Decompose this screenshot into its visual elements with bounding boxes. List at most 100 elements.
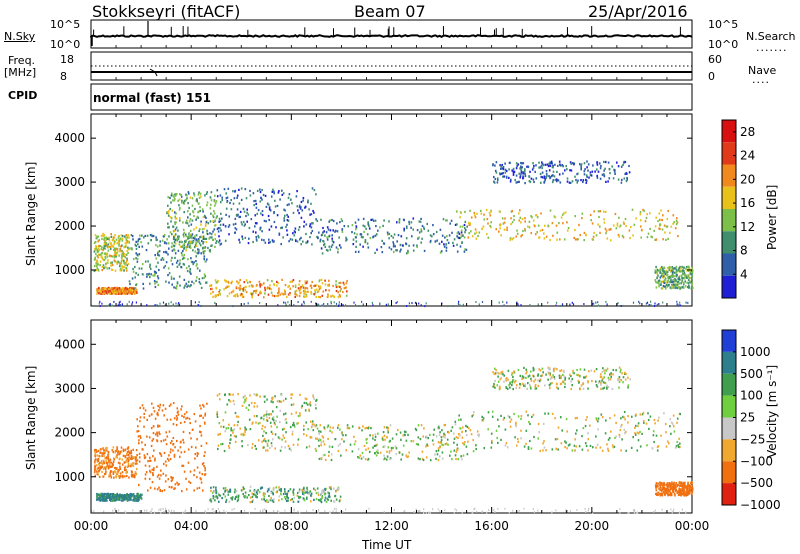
echo-cell-1: [270, 413, 272, 416]
echo-cell-1: [96, 496, 98, 499]
echo-cell-0: [309, 223, 312, 226]
echo-cell-1: [607, 385, 610, 389]
echo-cell-0: [238, 202, 241, 205]
echo-cell-1: [119, 452, 121, 455]
echo-cell-0: [195, 218, 197, 221]
echo-cell-0: [232, 202, 235, 205]
echo-cell-0: [240, 187, 243, 190]
echo-cell-0: [200, 223, 202, 226]
echo-cell-0: [183, 235, 185, 238]
echo-cell-0: [399, 243, 402, 247]
echo-cell-0: [323, 230, 325, 233]
echo-cell-0: [195, 234, 198, 237]
echo-cell-0: [582, 179, 585, 182]
echo-cell-0: [287, 219, 290, 222]
echo-cell-1: [454, 423, 457, 426]
nsky-trace: [90, 34, 693, 38]
echo-cell-1: [242, 486, 245, 489]
echo-cell-1: [608, 437, 611, 440]
echo-cell-1: [165, 443, 168, 446]
echo-cell-0: [631, 208, 634, 211]
echo-cell-0: [584, 168, 586, 171]
echo-cell-1: [503, 416, 506, 419]
echo-cell-1: [305, 446, 308, 449]
echo-cell-0: [156, 304, 158, 307]
echo-cell-0: [103, 247, 105, 250]
echo-cell-0: [685, 301, 687, 304]
echo-cell-1: [233, 434, 236, 438]
echo-cell-0: [680, 274, 683, 277]
echo-cell-0: [284, 301, 286, 304]
echo-cell-1: [259, 395, 261, 398]
echo-cell-0: [656, 277, 658, 280]
echo-cell-0: [429, 234, 432, 237]
echo-cell-1: [639, 445, 642, 448]
echo-cell-0: [388, 246, 391, 249]
echo-cell-1: [98, 469, 100, 472]
echo-cell-0: [175, 287, 178, 290]
echo-cell-0: [318, 304, 320, 307]
echo-cell-1: [524, 383, 526, 386]
echo-cell-1: [553, 377, 556, 380]
echo-cell-0: [283, 289, 286, 292]
echo-cell-0: [540, 175, 542, 178]
echo-cell-0: [191, 260, 194, 264]
echo-cell-1: [465, 434, 468, 437]
echo-cell-0: [180, 251, 183, 255]
echo-cell-0: [466, 225, 468, 228]
echo-cell-1: [235, 495, 238, 498]
echo-cell-1: [258, 491, 261, 494]
echo-cell-0: [568, 181, 571, 184]
echo-cell-0: [192, 236, 195, 239]
echo-cell-1: [465, 430, 467, 433]
echo-cell-0: [238, 215, 240, 219]
echo-cell-0: [603, 169, 605, 172]
echo-cell-0: [503, 228, 506, 231]
echo-cell-0: [256, 189, 259, 192]
echo-cell-0: [501, 217, 504, 220]
echo-cell-0: [228, 215, 230, 218]
echo-cell-0: [239, 288, 241, 292]
echo-cell-0: [320, 247, 323, 250]
echo-cell-0: [327, 228, 330, 231]
echo-cell-0: [244, 223, 246, 226]
echo-cell-0: [186, 222, 189, 225]
echo-cell-0: [234, 189, 237, 193]
echo-cell-0: [286, 203, 289, 207]
echo-cell-1: [292, 493, 295, 496]
echo-cell-1: [179, 446, 182, 449]
echo-cell-1: [589, 444, 592, 447]
echo-cell-0: [219, 219, 222, 223]
echo-cell-1: [212, 495, 215, 498]
echo-cell-0: [175, 302, 177, 305]
echo-cell-1: [317, 493, 320, 496]
echo-cell-1: [331, 431, 333, 434]
echo-cell-0: [252, 284, 254, 288]
echo-cell-1: [606, 384, 608, 387]
echo-cell-1: [172, 436, 175, 440]
echo-cell-1: [297, 443, 299, 446]
echo-cell-0: [680, 286, 683, 289]
echo-cell-0: [488, 211, 491, 215]
echo-cell-0: [188, 233, 191, 236]
echo-cell-1: [110, 498, 113, 501]
echo-cell-0: [315, 295, 318, 299]
echo-cell-1: [598, 380, 601, 383]
echo-cell-1: [303, 428, 305, 431]
echo-cell-0: [321, 282, 324, 285]
echo-cell-1: [268, 494, 270, 498]
echo-cell-0: [515, 162, 518, 165]
echo-cell-1: [541, 374, 543, 377]
echo-cell-0: [445, 249, 448, 252]
echo-cell-1: [665, 422, 667, 426]
echo-cell-0: [218, 217, 221, 220]
echo-cell-0: [408, 244, 410, 247]
echo-cell-0: [562, 165, 564, 168]
echo-cell-1: [102, 447, 104, 450]
echo-cell-1: [96, 454, 99, 457]
echo-cell-0: [261, 188, 263, 192]
echo-cell-0: [111, 263, 114, 267]
echo-cell-1: [554, 367, 557, 370]
echo-cell-0: [407, 251, 409, 254]
echo-cell-0: [524, 182, 526, 185]
